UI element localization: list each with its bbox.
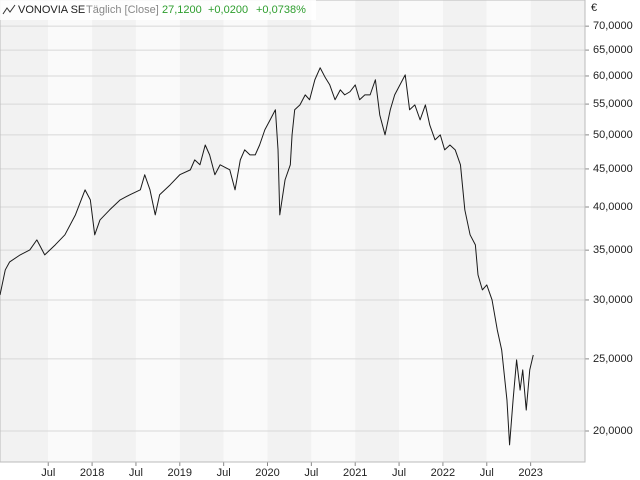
x-tick-label: Jul [41,467,55,479]
band [486,0,531,462]
x-tick-label: Jul [217,467,231,479]
y-tick-label: 45,0000 [593,163,633,175]
currency: € [591,2,597,14]
x-tick-label: 2020 [255,467,279,479]
band [92,0,136,462]
x-tick-label: Jul [392,467,406,479]
y-tick-label: 60,0000 [593,70,633,82]
band [442,0,487,462]
last-value: 27,1200 [162,4,202,16]
plot-frame [0,0,586,463]
y-tick-label: 70,0000 [593,20,633,32]
band [223,0,268,462]
band [135,0,180,462]
y-tick-label: 50,0000 [593,129,633,141]
change: +0,0200 [208,4,248,16]
band [179,0,224,462]
band [311,0,356,462]
chart-title: VONOVIA SE [18,4,85,16]
line-icon [2,4,16,15]
x-tick-label: 2019 [168,467,192,479]
header-bg [0,0,316,20]
y-tick-label: 20,0000 [593,425,633,437]
y-tick-label: 25,0000 [593,353,633,365]
x-tick-label: Jul [480,467,494,479]
x-tick-label: 2018 [80,467,104,479]
change-percent: +0,0738% [256,4,306,16]
x-tick-label: 2022 [431,467,455,479]
price-line [0,67,534,446]
y-tick-label: 35,0000 [593,244,633,256]
band [530,0,585,462]
y-tick-label: 40,0000 [593,201,633,213]
y-tick-label: 30,0000 [593,294,633,306]
chart-subtitle: Täglich [Close] [86,4,159,16]
band [48,0,93,462]
y-tick-label: 55,0000 [593,98,633,110]
x-tick-label: 2021 [343,467,367,479]
x-tick-label: 2023 [518,467,542,479]
band [267,0,312,462]
x-tick-label: Jul [129,467,143,479]
band [0,0,49,462]
x-tick-label: Jul [304,467,318,479]
band [355,0,400,462]
y-tick-label: 65,0000 [593,44,633,56]
band [399,0,443,462]
